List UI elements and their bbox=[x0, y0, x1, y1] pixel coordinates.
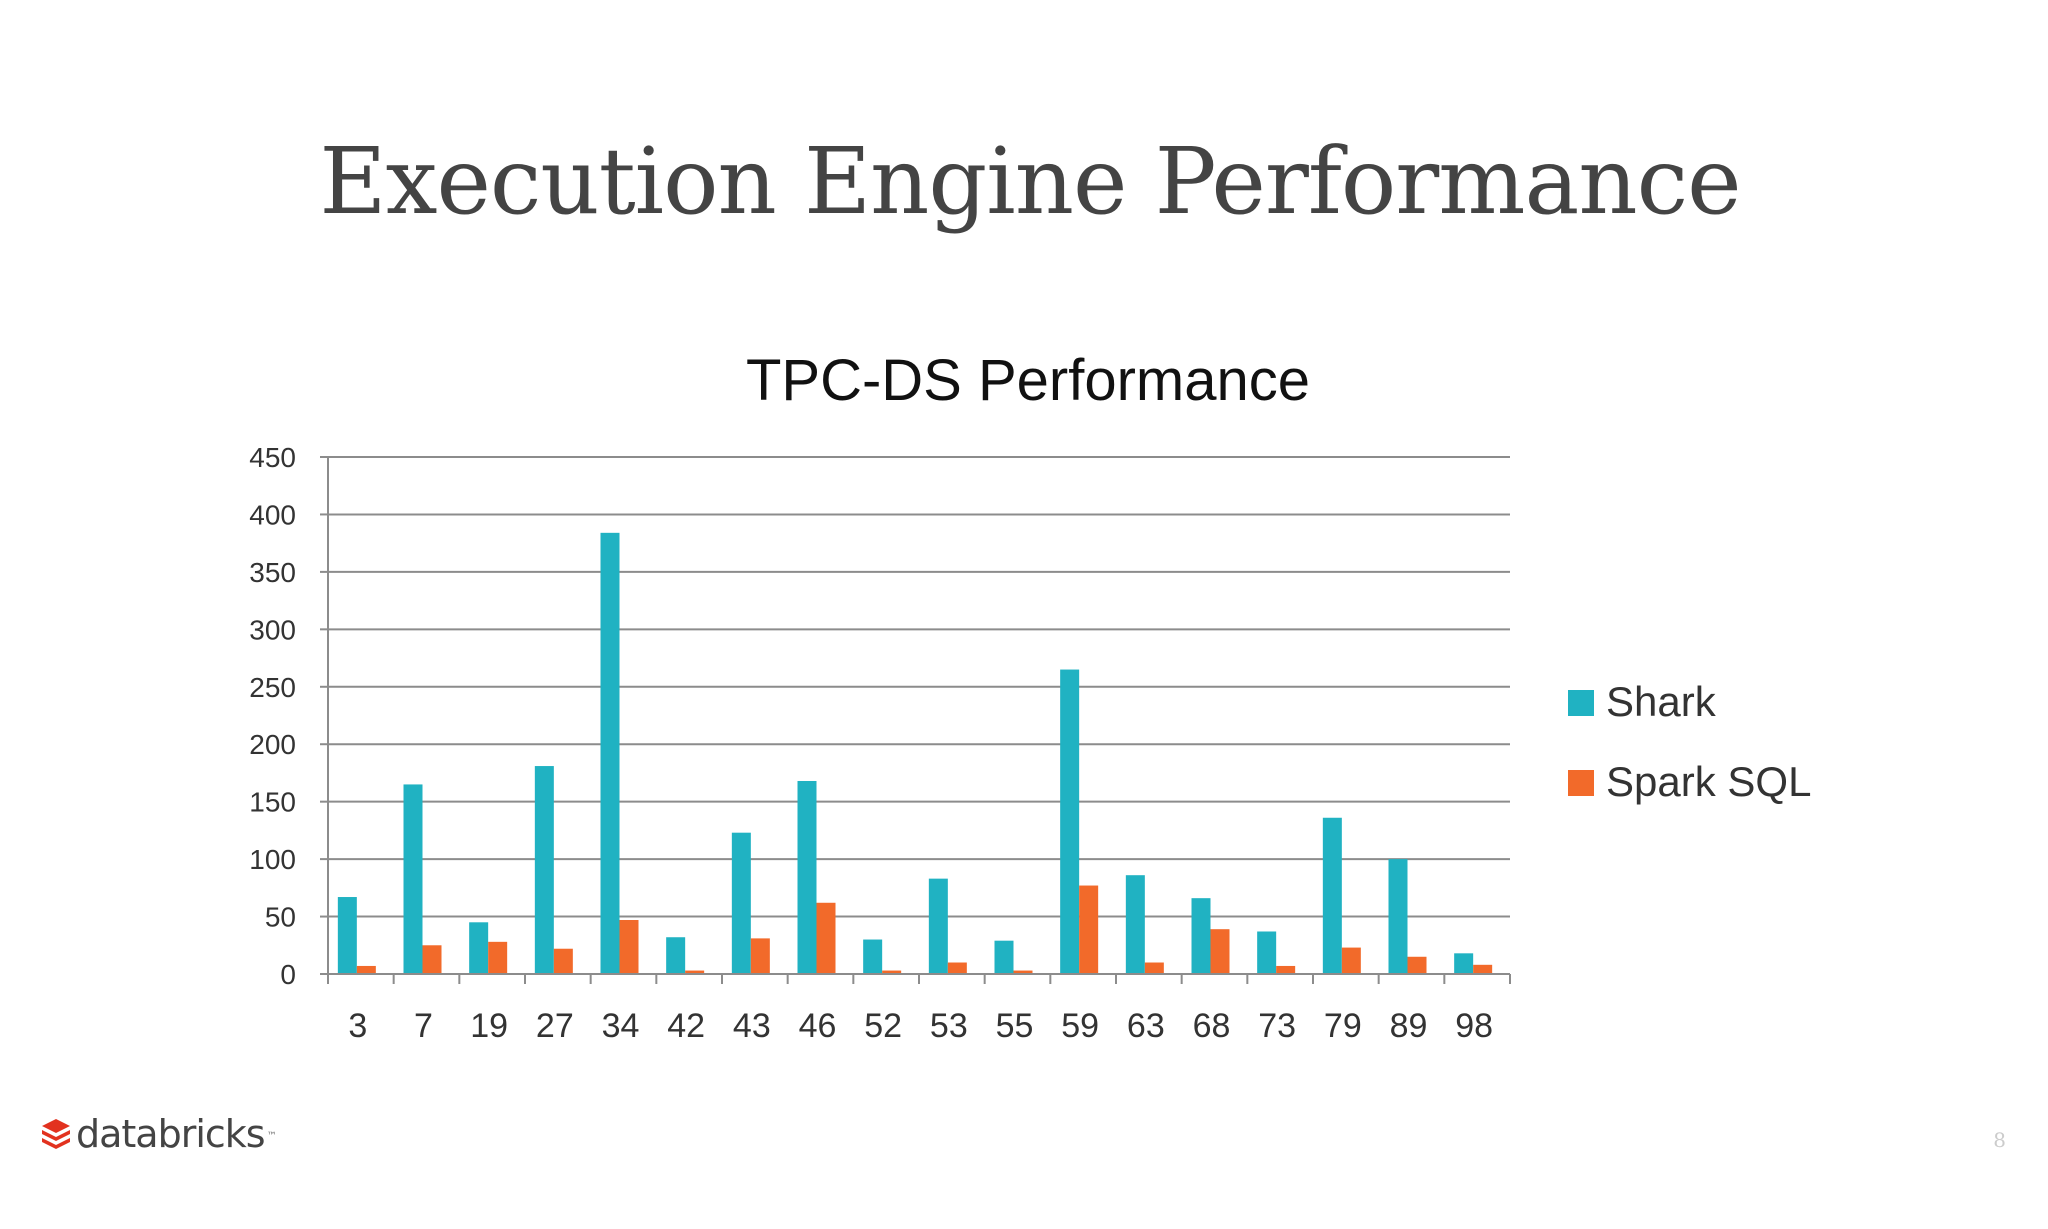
y-tick-label: 300 bbox=[249, 614, 296, 645]
bar-shark-53 bbox=[928, 878, 948, 974]
bar-spark-sql-27 bbox=[553, 948, 573, 974]
x-tick-label: 59 bbox=[1061, 1007, 1099, 1045]
bar-shark-79 bbox=[1322, 817, 1342, 974]
x-tick-label: 27 bbox=[536, 1007, 574, 1045]
x-tick-label: 7 bbox=[414, 1007, 433, 1045]
bar-spark-sql-63 bbox=[1144, 962, 1164, 974]
bar-spark-sql-68 bbox=[1210, 929, 1230, 974]
legend-label: Spark SQL bbox=[1606, 758, 1811, 805]
bar-spark-sql-34 bbox=[619, 920, 639, 974]
bar-shark-68 bbox=[1191, 898, 1211, 974]
y-tick-label: 400 bbox=[249, 499, 296, 530]
x-tick-label: 89 bbox=[1390, 1007, 1428, 1045]
x-tick-label: 19 bbox=[470, 1007, 508, 1045]
legend-swatch-spark-sql bbox=[1568, 770, 1594, 796]
x-tick-label: 43 bbox=[733, 1007, 771, 1045]
legend-label: Shark bbox=[1606, 678, 1717, 725]
x-tick-label: 3 bbox=[348, 1007, 367, 1045]
bar-spark-sql-3 bbox=[356, 965, 376, 974]
bar-shark-43 bbox=[731, 832, 751, 974]
bar-shark-59 bbox=[1060, 669, 1080, 974]
bar-spark-sql-42 bbox=[685, 970, 705, 974]
bar-shark-55 bbox=[994, 940, 1014, 974]
bar-shark-98 bbox=[1454, 953, 1474, 974]
bar-shark-7 bbox=[403, 784, 423, 974]
bar-shark-46 bbox=[797, 780, 817, 974]
bar-shark-52 bbox=[863, 939, 883, 974]
x-tick-label: 98 bbox=[1455, 1007, 1493, 1045]
bar-spark-sql-46 bbox=[816, 902, 836, 974]
x-tick-label: 73 bbox=[1258, 1007, 1296, 1045]
y-axis-tick-labels: 0 50 100 150 200 250 300 350 400 450 bbox=[249, 442, 296, 990]
bar-spark-sql-79 bbox=[1341, 947, 1361, 974]
bar-spark-sql-43 bbox=[750, 938, 770, 974]
gridlines bbox=[320, 456, 1510, 975]
y-tick-label: 150 bbox=[249, 787, 296, 818]
y-tick-label: 350 bbox=[249, 557, 296, 588]
bar-spark-sql-73 bbox=[1276, 965, 1296, 974]
x-tick-label: 42 bbox=[667, 1007, 705, 1045]
bar-spark-sql-98 bbox=[1473, 964, 1493, 974]
bar-spark-sql-7 bbox=[422, 945, 442, 974]
page-number: 8 bbox=[1993, 1128, 2006, 1152]
bar-shark-73 bbox=[1257, 931, 1277, 974]
x-tick-label: 68 bbox=[1193, 1007, 1231, 1045]
bar-shark-89 bbox=[1388, 859, 1408, 974]
bar-spark-sql-59 bbox=[1079, 885, 1099, 974]
x-tick-label: 79 bbox=[1324, 1007, 1362, 1045]
bar-shark-63 bbox=[1125, 875, 1145, 974]
databricks-stack-icon bbox=[42, 1119, 70, 1149]
bar-spark-sql-55 bbox=[1013, 970, 1033, 974]
bar-spark-sql-19 bbox=[488, 941, 508, 974]
y-tick-label: 200 bbox=[249, 729, 296, 760]
brand-name: databricks bbox=[76, 1112, 266, 1156]
brand-trademark: ™ bbox=[266, 1131, 277, 1142]
y-tick-label: 50 bbox=[265, 902, 296, 933]
y-tick-label: 250 bbox=[249, 672, 296, 703]
databricks-logo: databricks ™ bbox=[40, 1112, 277, 1156]
y-tick-label: 100 bbox=[249, 844, 296, 875]
y-tick-label: 450 bbox=[249, 442, 296, 473]
legend: Shark Spark SQL bbox=[1568, 678, 1811, 805]
legend-swatch-shark bbox=[1568, 690, 1594, 716]
x-tick-label: 55 bbox=[996, 1007, 1034, 1045]
x-axis-tick-labels: 3 7 19 27 34 42 43 46 52 53 55 59 63 68 73 79 89 98 bbox=[348, 1007, 1493, 1045]
x-tick-label: 63 bbox=[1127, 1007, 1165, 1045]
x-tick-label: 53 bbox=[930, 1007, 968, 1045]
x-tick-label: 52 bbox=[864, 1007, 902, 1045]
chart-title: TPC-DS Performance bbox=[746, 348, 1310, 413]
x-axis bbox=[327, 457, 1511, 984]
bar-shark-19 bbox=[469, 922, 489, 974]
bar-spark-sql-52 bbox=[882, 970, 902, 974]
bar-spark-sql-53 bbox=[947, 962, 967, 974]
x-tick-label: 34 bbox=[602, 1007, 640, 1045]
bar-shark-34 bbox=[600, 532, 620, 974]
bar-shark-27 bbox=[534, 766, 554, 974]
bar-spark-sql-89 bbox=[1407, 956, 1427, 974]
bar-shark-3 bbox=[337, 897, 357, 974]
y-tick-label: 0 bbox=[280, 959, 296, 990]
bars bbox=[337, 532, 1493, 974]
slide-title: Execution Engine Performance bbox=[319, 128, 1741, 235]
x-tick-label: 46 bbox=[799, 1007, 837, 1045]
bar-shark-42 bbox=[666, 937, 686, 974]
